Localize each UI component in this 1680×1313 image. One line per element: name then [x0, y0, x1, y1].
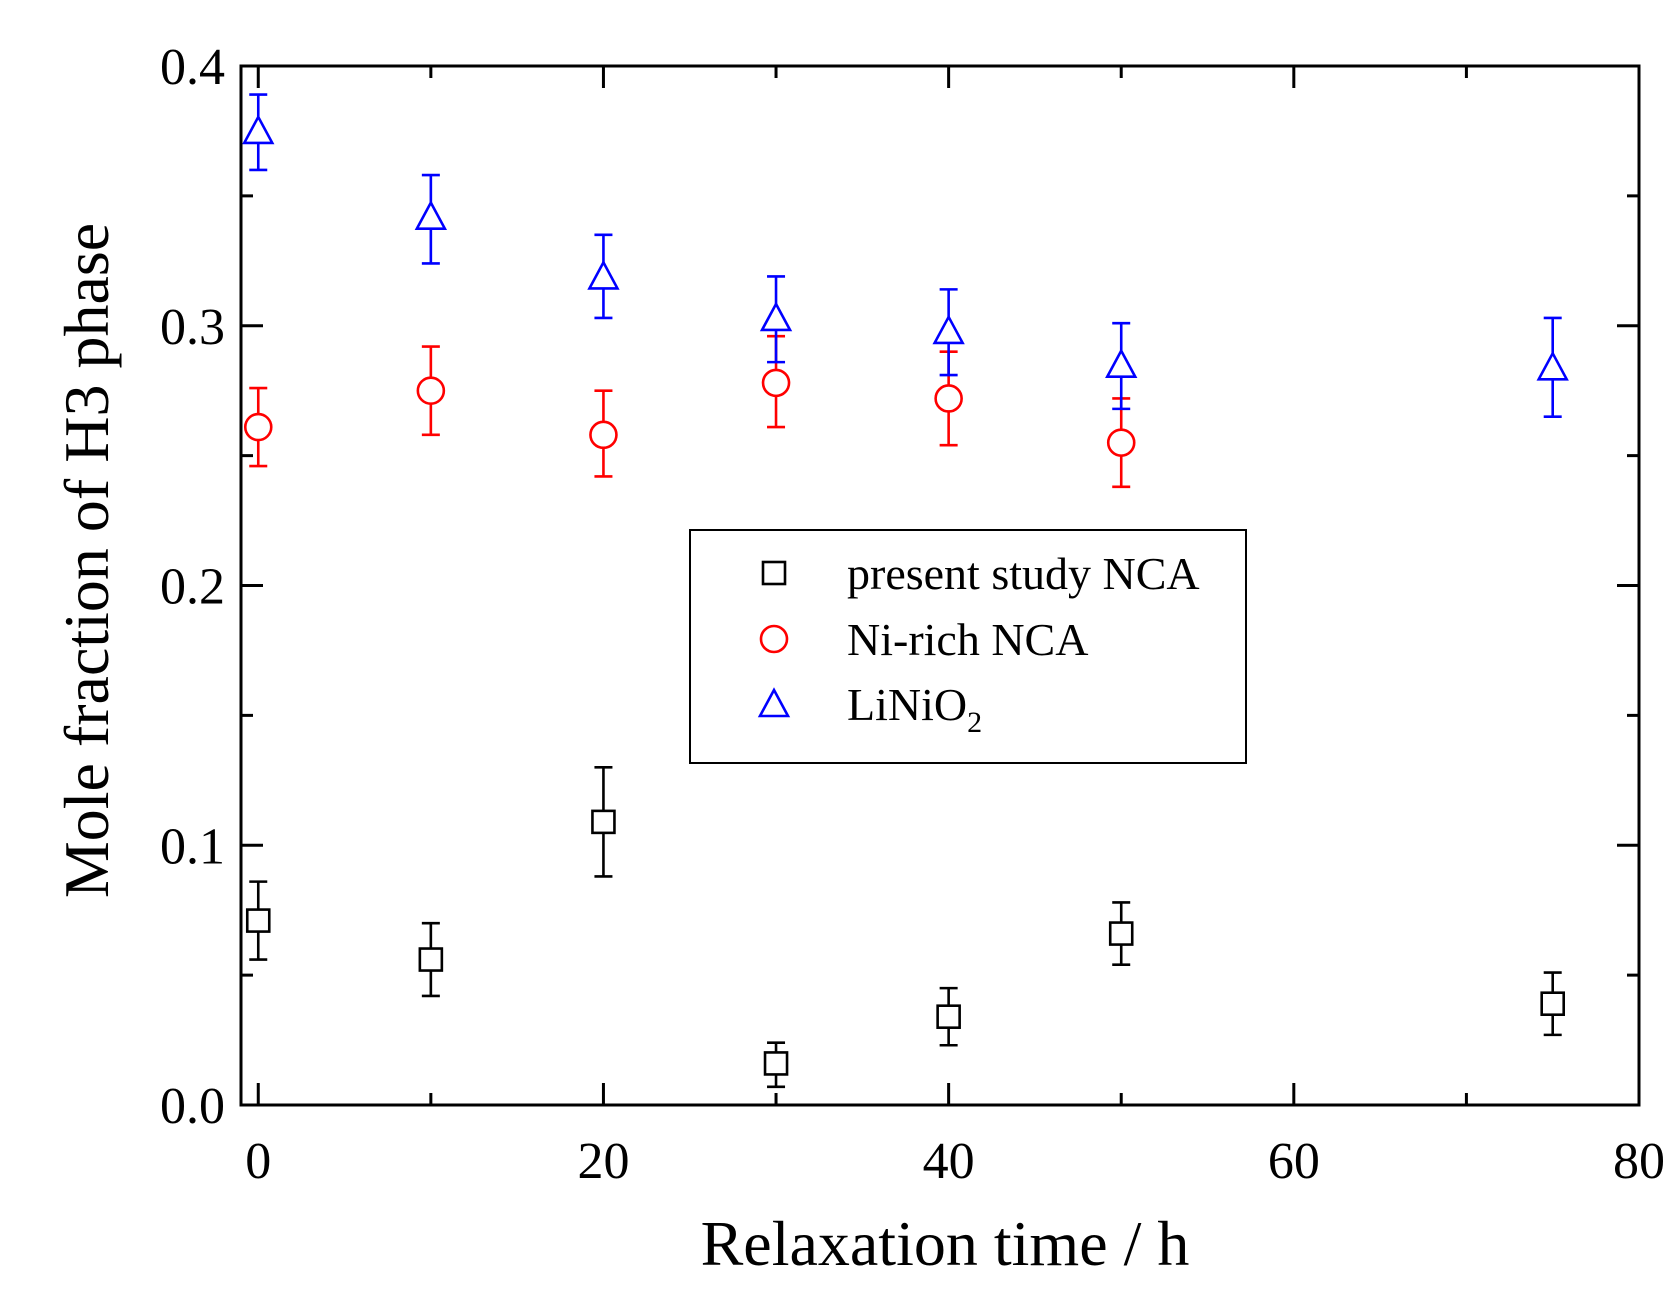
x-axis-title: Relaxation time / h [701, 1208, 1190, 1279]
data-point [591, 809, 616, 835]
series-triangle [242, 93, 1569, 418]
data-point [245, 908, 271, 933]
x-tick-label: 80 [1613, 1133, 1665, 1190]
data-point [932, 314, 965, 345]
data-point [587, 259, 620, 290]
data-point [416, 376, 446, 405]
legend-marker [759, 624, 789, 654]
data-layer [242, 93, 1569, 1089]
legend-item: LiNiO2 [757, 679, 982, 739]
axis-layer: 0 20 40 60 80 0.0 0.1 0.2 0.3 0.4 [160, 39, 1665, 1190]
data-point [1108, 921, 1134, 946]
y-tick-label: 0.2 [160, 559, 225, 616]
legend-item: present study NCA [761, 548, 1200, 599]
data-point [934, 384, 963, 413]
y-tick-label: 0.0 [160, 1078, 225, 1135]
data-point [243, 412, 273, 442]
data-point [1106, 428, 1136, 457]
data-point [589, 420, 618, 450]
legend-box [689, 529, 1247, 764]
x-tick-label: 40 [923, 1133, 975, 1190]
y-axis-title: Mole fraction of H3 phase [51, 223, 122, 898]
y-tick-label: 0.4 [160, 39, 225, 96]
series-square [245, 766, 1566, 1089]
data-point [761, 368, 791, 398]
legend: present study NCA Ni-rich NCA LiNiO2 [689, 529, 1247, 764]
x-tick-label: 60 [1268, 1133, 1320, 1190]
data-point [936, 1004, 961, 1029]
data-point [1105, 347, 1138, 379]
data-point [1536, 350, 1569, 381]
data-point [418, 947, 444, 972]
x-tick-label: 0 [245, 1133, 271, 1190]
legend-label: present study NCA [847, 548, 1200, 599]
legend-item: Ni-rich NCA [759, 614, 1088, 665]
legend-label: Ni-rich NCA [847, 614, 1088, 665]
legend-items: present study NCA Ni-rich NCA LiNiO2 [757, 548, 1200, 739]
data-point [759, 301, 793, 332]
x-tick-label: 20 [577, 1133, 629, 1190]
data-point [242, 114, 275, 145]
series-circle [243, 334, 1136, 489]
data-point [763, 1051, 789, 1076]
legend-label: LiNiO2 [847, 679, 982, 739]
y-tick-label: 0.1 [160, 818, 225, 875]
legend-marker [757, 687, 791, 718]
legend-marker [761, 560, 787, 586]
data-point [414, 199, 448, 230]
data-point [1540, 991, 1566, 1016]
y-tick-label: 0.3 [160, 299, 225, 356]
